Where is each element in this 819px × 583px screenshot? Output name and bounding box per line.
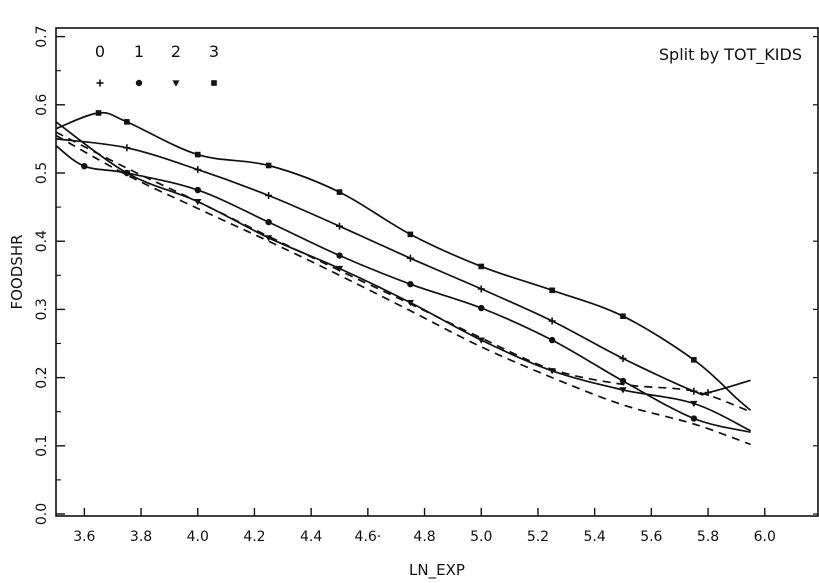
legend: 0 1 2 3 Split by TOT_KIDS (95, 42, 802, 87)
series-line-1 (55, 138, 751, 396)
data-point (478, 263, 485, 270)
data-point (336, 222, 343, 230)
data-point (265, 162, 272, 169)
legend-label: 2 (171, 42, 181, 61)
y-axis-label: FOODSHR (8, 234, 26, 309)
data-point (194, 199, 202, 206)
data-point (704, 389, 712, 397)
legend-label: 1 (134, 42, 144, 61)
series-line-2 (55, 145, 751, 434)
plot-frame (55, 27, 819, 517)
data-point (81, 162, 88, 170)
y-tick-label: 0.4 (34, 230, 50, 252)
x-tick-label: 4.4 (300, 529, 322, 545)
data-point (477, 337, 485, 344)
data-point (335, 265, 344, 273)
data-point (194, 166, 202, 174)
data-point (690, 387, 698, 395)
data-point (619, 387, 627, 394)
legend-marker (172, 80, 180, 87)
x-tick-label: 5.8 (697, 529, 719, 545)
data-point (124, 119, 130, 125)
tick-labels: 3.6 3.8 4.0 4.2 4.4 4.6· 4.8 5.0 5.2 5.4 5.6 5.8 6.0… (34, 25, 776, 545)
x-tick-label: 4.8 (413, 529, 435, 545)
legend-marker (96, 79, 104, 87)
legend-label: 0 (95, 42, 105, 61)
x-tick-label: 3.6 (73, 529, 95, 545)
legend-marker (135, 79, 143, 87)
data-point (406, 254, 414, 262)
legend-title: Split by TOT_KIDS (659, 45, 802, 65)
legend-label: 3 (209, 42, 219, 61)
data-point (690, 415, 698, 422)
data-point (690, 400, 698, 408)
series-line-5 (55, 134, 751, 446)
y-tick-label: 0.3 (34, 298, 50, 320)
data-point (406, 299, 414, 307)
series-lines (55, 111, 752, 446)
y-tick-label: 0.1 (34, 435, 50, 457)
data-point (123, 144, 131, 152)
series-line-3 (55, 121, 751, 432)
x-tick-label: 5.2 (527, 529, 549, 545)
y-tick-label: 0.5 (34, 162, 50, 184)
data-point (407, 231, 414, 238)
x-tick-label: 6.0 (754, 529, 776, 545)
series-markers (81, 110, 712, 422)
data-point (619, 377, 627, 385)
x-tick-label: 5.6 (640, 529, 662, 545)
y-tick-label: 0.0 (34, 503, 50, 525)
x-tick-label: 3.8 (130, 529, 152, 545)
data-point (620, 313, 626, 320)
x-tick-label: 4.6· (354, 529, 381, 545)
data-point (123, 170, 131, 177)
x-tick-label: 5.0 (470, 529, 492, 545)
data-point (548, 317, 556, 325)
data-point (336, 252, 343, 259)
data-point (265, 218, 272, 226)
data-point (548, 336, 556, 344)
tick-marks (56, 35, 818, 516)
data-point (478, 304, 485, 312)
legend-marker (211, 80, 217, 86)
x-tick-label: 4.2 (243, 529, 265, 545)
x-tick-label: 4.0 (187, 529, 209, 545)
data-point (619, 355, 627, 363)
data-point (691, 357, 697, 363)
data-point (477, 285, 485, 293)
data-point (194, 151, 201, 158)
x-tick-label: 5.4 (584, 529, 606, 545)
data-point (265, 235, 273, 242)
data-point (549, 287, 555, 294)
data-point (265, 192, 273, 200)
y-tick-label: 0.6 (34, 94, 50, 116)
data-point (194, 186, 201, 194)
y-tick-label: 0.2 (34, 366, 50, 388)
data-point (548, 368, 556, 375)
data-point (407, 280, 414, 288)
y-tick-label: 0.7 (34, 25, 50, 47)
data-point (336, 189, 343, 195)
x-axis-label: LN_EXP (409, 561, 465, 580)
data-point (95, 110, 102, 116)
